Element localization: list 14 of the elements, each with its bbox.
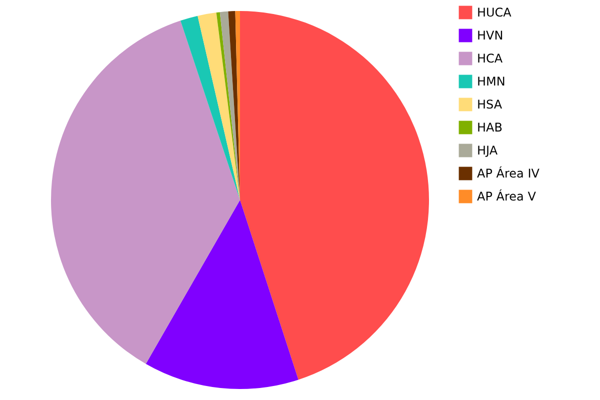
legend-label: HVN	[477, 28, 504, 42]
pie-slice	[146, 200, 298, 389]
legend-label: HCA	[477, 52, 504, 66]
legend-label: HMN	[477, 74, 506, 88]
legend-label: HSA	[477, 98, 503, 112]
legend-label: HJA	[477, 144, 498, 158]
legend-label: HAB	[477, 120, 502, 134]
pie-slice	[180, 16, 240, 200]
pie-slice	[198, 12, 240, 200]
pie-slice	[51, 20, 240, 364]
pie-slice	[240, 11, 429, 380]
legend-label: HUCA	[477, 6, 512, 20]
legend-label: AP Área IV	[477, 166, 540, 180]
legend-label: AP Área V	[477, 188, 537, 204]
